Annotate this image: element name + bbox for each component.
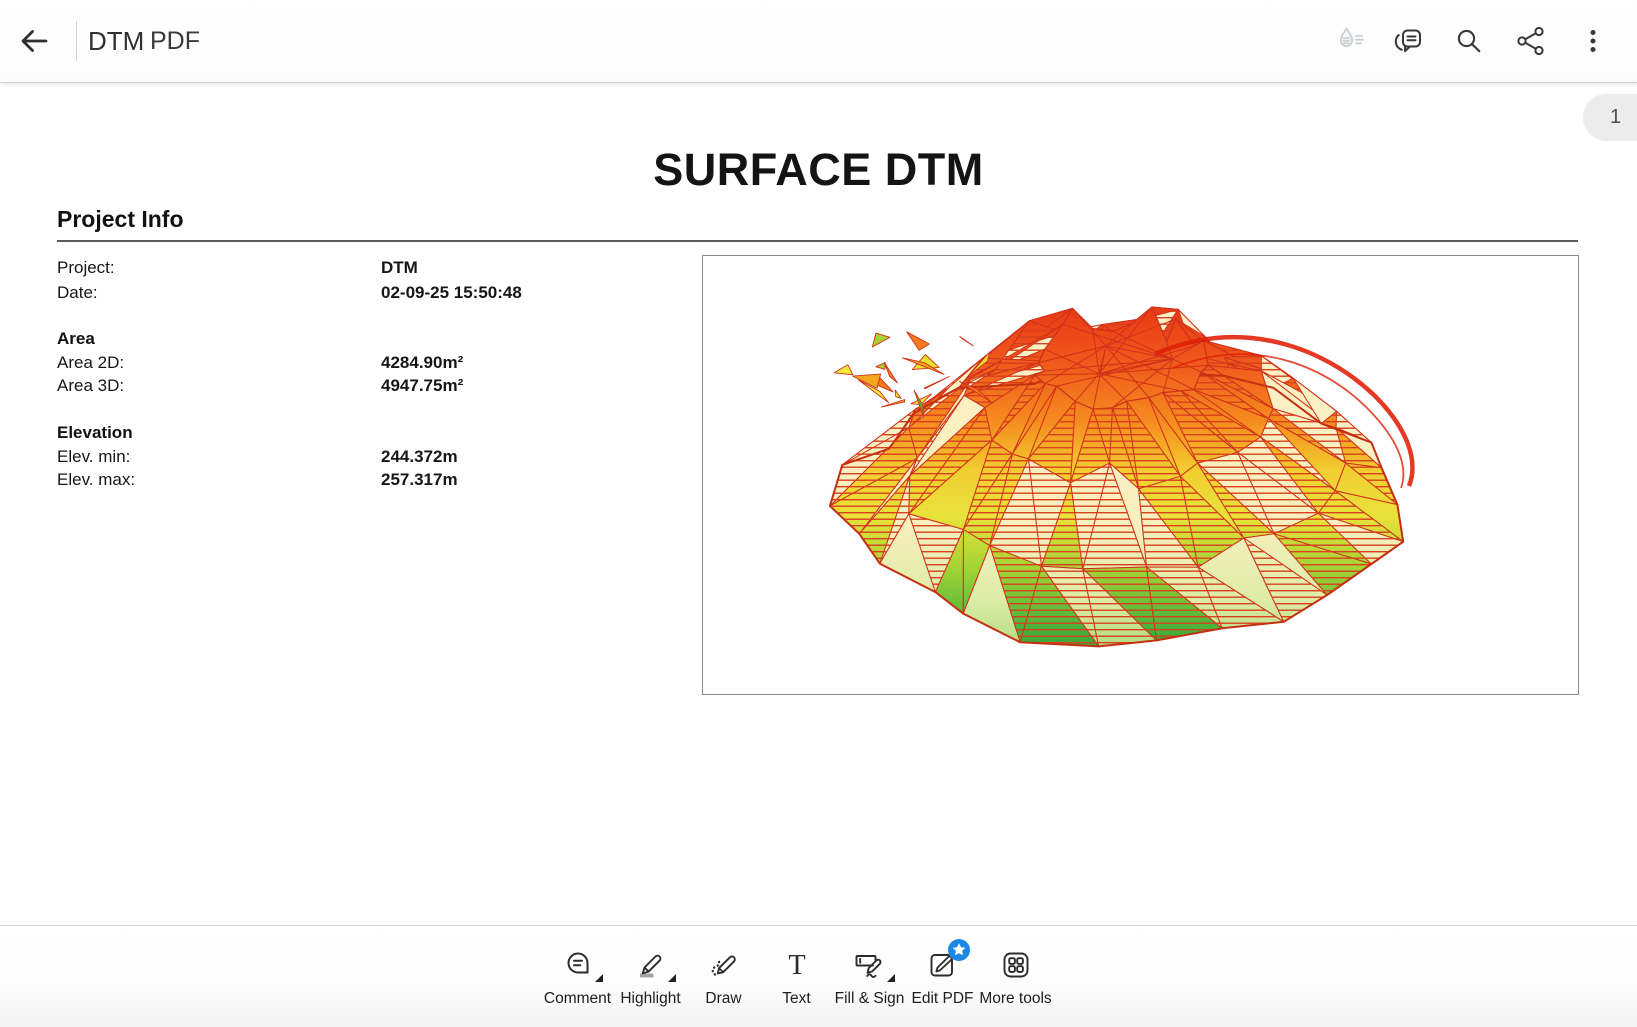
text-T-icon: T xyxy=(780,948,814,982)
section-rule xyxy=(57,240,1578,242)
dropdown-caret-icon xyxy=(594,974,603,982)
premium-star-badge xyxy=(947,939,970,961)
more-options-button[interactable] xyxy=(1577,25,1609,57)
field-row-project: Project: DTM xyxy=(0,258,1637,278)
toolbar-label: More tools xyxy=(979,990,1052,1007)
section-heading: Project Info xyxy=(57,206,184,232)
field-row-area2d: Area 2D: 4284.90m² xyxy=(0,353,1637,373)
toolbar-draw-button[interactable]: Draw xyxy=(687,948,760,1008)
field-label: Area 2D: xyxy=(57,353,125,372)
field-value: 257.317m xyxy=(381,470,458,489)
group-heading-area: Area xyxy=(57,329,95,348)
liquid-mode-icon xyxy=(1339,27,1364,47)
toolbar-label: Fill & Sign xyxy=(834,990,905,1007)
svg-text:T: T xyxy=(788,950,805,981)
toolbar-label: Edit PDF xyxy=(911,990,974,1007)
field-row-date: Date: 02-09-25 15:50:48 xyxy=(0,283,1637,303)
page-number: 1 xyxy=(1610,106,1622,128)
annotation-toolbar: Comment Highlight xyxy=(0,925,1637,1027)
field-value: 4947.75m² xyxy=(381,376,464,395)
toolbar-items: Comment Highlight xyxy=(0,926,1637,1008)
field-value: 244.372m xyxy=(381,447,458,466)
title-divider xyxy=(76,21,77,61)
comment-bubble-icon xyxy=(561,948,603,982)
edit-square-icon xyxy=(926,939,970,982)
toolbar-label: Comment xyxy=(543,990,612,1007)
back-button[interactable] xyxy=(16,23,52,59)
more-options-icon xyxy=(1590,30,1596,52)
toolbar-more-tools-button[interactable]: More tools xyxy=(979,948,1052,1008)
dropdown-caret-icon xyxy=(667,974,676,982)
field-label: Elev. max: xyxy=(57,470,136,489)
pencil-squiggle-icon xyxy=(707,948,741,982)
document-title: DTM xyxy=(88,26,145,56)
dtm-surface-mesh xyxy=(828,306,1415,648)
dtm-figure-frame xyxy=(702,255,1579,695)
liquid-mode-button[interactable] xyxy=(1335,25,1367,57)
toolbar-highlight-button[interactable]: Highlight xyxy=(614,948,687,1008)
share-button[interactable] xyxy=(1515,25,1547,57)
field-label: Date: xyxy=(57,283,98,302)
toolbar-comment-button[interactable]: Comment xyxy=(541,948,614,1008)
toolbar-text-button[interactable]: T Text xyxy=(760,948,833,1008)
field-label: Elev. min: xyxy=(57,447,131,466)
field-value: 02-09-25 15:50:48 xyxy=(381,283,522,302)
field-label: Project: xyxy=(57,258,115,277)
toolbar-label: Text xyxy=(782,990,811,1007)
toolbar-edit-pdf-button[interactable]: Edit PDF xyxy=(906,939,979,1008)
comments-icon xyxy=(1394,29,1421,53)
field-row-elev-min: Elev. min: 244.372m xyxy=(0,447,1637,467)
view-comments-button[interactable] xyxy=(1393,25,1425,57)
dropdown-caret-icon xyxy=(886,974,895,982)
toolbar-fill-sign-button[interactable]: Fill & Sign xyxy=(833,948,906,1008)
toolbar-label: Highlight xyxy=(620,990,681,1007)
page-indicator[interactable]: 1 xyxy=(1583,94,1637,141)
top-app-bar: DTM PDF xyxy=(0,0,1637,83)
highlighter-icon xyxy=(634,948,676,982)
field-value: 4284.90m² xyxy=(381,353,464,372)
fill-sign-pen-icon xyxy=(853,948,895,982)
search-button[interactable] xyxy=(1453,25,1485,57)
toolbar-label: Draw xyxy=(705,990,742,1007)
tools-grid-icon xyxy=(999,948,1033,982)
document-type-label: PDF xyxy=(150,27,200,55)
group-heading-elevation: Elevation xyxy=(57,423,133,442)
page-title: SURFACE DTM xyxy=(653,144,984,196)
field-value: DTM xyxy=(381,258,418,277)
field-row-area3d: Area 3D: 4947.75m² xyxy=(0,376,1637,396)
back-arrow-icon xyxy=(21,30,48,52)
search-icon xyxy=(1457,29,1481,53)
field-label: Area 3D: xyxy=(57,376,125,395)
share-icon xyxy=(1517,26,1544,56)
field-row-elev-max: Elev. max: 257.317m xyxy=(0,470,1637,490)
